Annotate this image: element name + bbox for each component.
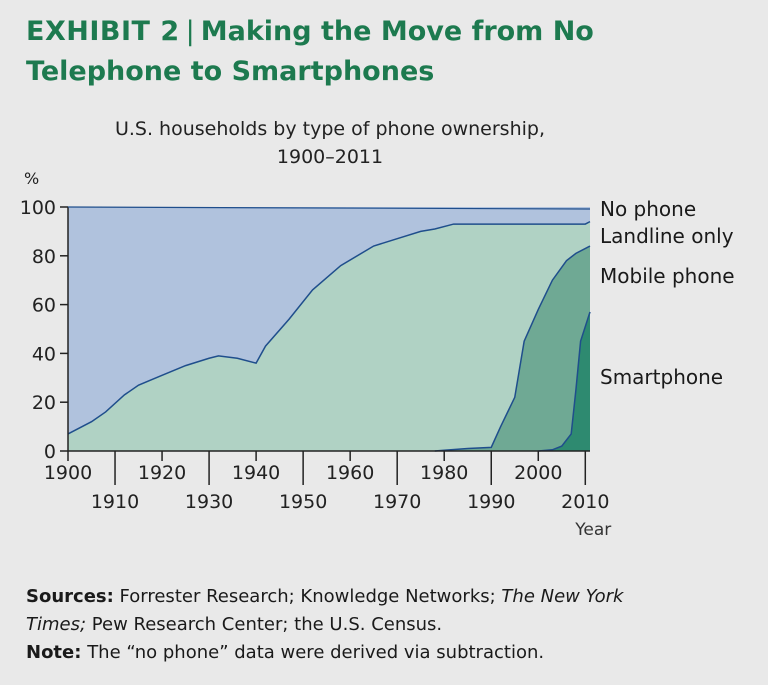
x-tick-label-top: 1940 bbox=[232, 462, 280, 484]
y-axis-unit: % bbox=[24, 169, 39, 188]
sources-text-1: Forrester Research; Knowledge Networks; bbox=[119, 586, 496, 607]
x-tick-label-top: 1960 bbox=[326, 462, 374, 484]
x-tick-label-bottom: 1970 bbox=[373, 491, 421, 513]
label-landline-only: Landline only bbox=[600, 224, 734, 248]
y-tick-label: 0 bbox=[44, 441, 56, 463]
y-tick-label: 60 bbox=[32, 295, 56, 317]
line-landline-only bbox=[67, 220, 591, 435]
note-text: The “no phone” data were derived via sub… bbox=[87, 642, 545, 663]
x-tick-label-bottom: 2010 bbox=[561, 491, 609, 513]
chart-title: U.S. households by type of phone ownersh… bbox=[80, 115, 580, 171]
area-landline-only bbox=[68, 221, 590, 451]
sources-italic-2: Times; bbox=[26, 614, 87, 635]
labels: 0 20 40 60 80 100% 1900 1920 1940 1960 1980 2000 191… bbox=[20, 169, 735, 540]
footnote: Sources: Forrester Research; Knowledge N… bbox=[26, 583, 746, 667]
x-tick-label-top: 1980 bbox=[420, 462, 468, 484]
y-tick-label: 80 bbox=[32, 246, 56, 268]
label-mobile-phone: Mobile phone bbox=[600, 264, 735, 288]
x-tick-label-top: 1920 bbox=[138, 462, 186, 484]
x-tick-label-bottom: 1930 bbox=[185, 491, 233, 513]
label-smartphone: Smartphone bbox=[600, 365, 723, 389]
area-mobile-phone bbox=[434, 246, 590, 451]
chart-title-line-2: 1900–2011 bbox=[276, 146, 384, 168]
sources-text-2: Pew Research Center; the U.S. Census. bbox=[91, 614, 443, 635]
x-tick-label-top: 2000 bbox=[514, 462, 562, 484]
axes bbox=[60, 206, 591, 485]
top-line bbox=[67, 206, 591, 210]
y-tick-label: 100 bbox=[20, 197, 56, 219]
x-tick-label-bottom: 1990 bbox=[467, 491, 515, 513]
sources-italic-1: The New York bbox=[501, 586, 624, 607]
label-no-phone: No phone bbox=[600, 197, 696, 221]
y-tick-label: 40 bbox=[32, 343, 56, 365]
area-chart: 0 20 40 60 80 100% 1900 1920 1940 1960 1980 2000 191… bbox=[20, 169, 735, 540]
x-tick-label-bottom: 1950 bbox=[279, 491, 327, 513]
title-separator: | bbox=[185, 16, 195, 47]
x-tick-label-top: 1900 bbox=[44, 462, 92, 484]
area-smartphone bbox=[538, 311, 590, 451]
plot-areas bbox=[67, 207, 591, 452]
sources-label: Sources: bbox=[26, 586, 114, 607]
sources-line-2: Times; Pew Research Center; the U.S. Cen… bbox=[26, 611, 746, 639]
y-tick-label: 20 bbox=[32, 392, 56, 414]
x-tick-label-bottom: 1910 bbox=[91, 491, 139, 513]
note-label: Note: bbox=[26, 642, 82, 663]
line-smartphone bbox=[538, 311, 591, 452]
exhibit-title: EXHIBIT 2 | Making the Move from No Teleph… bbox=[26, 12, 746, 92]
x-axis-label: Year bbox=[574, 520, 611, 540]
exhibit-label: EXHIBIT 2 bbox=[26, 16, 180, 47]
sources-line-1: Sources: Forrester Research; Knowledge N… bbox=[26, 583, 746, 611]
chart-title-line-1: U.S. households by type of phone ownersh… bbox=[114, 118, 546, 140]
title-line-1: Making the Move from No bbox=[200, 16, 594, 47]
title-line-2: Telephone to Smartphones bbox=[26, 56, 435, 87]
line-mobile-phone bbox=[434, 245, 591, 452]
note-line: Note: The “no phone” data were derived v… bbox=[26, 639, 746, 667]
